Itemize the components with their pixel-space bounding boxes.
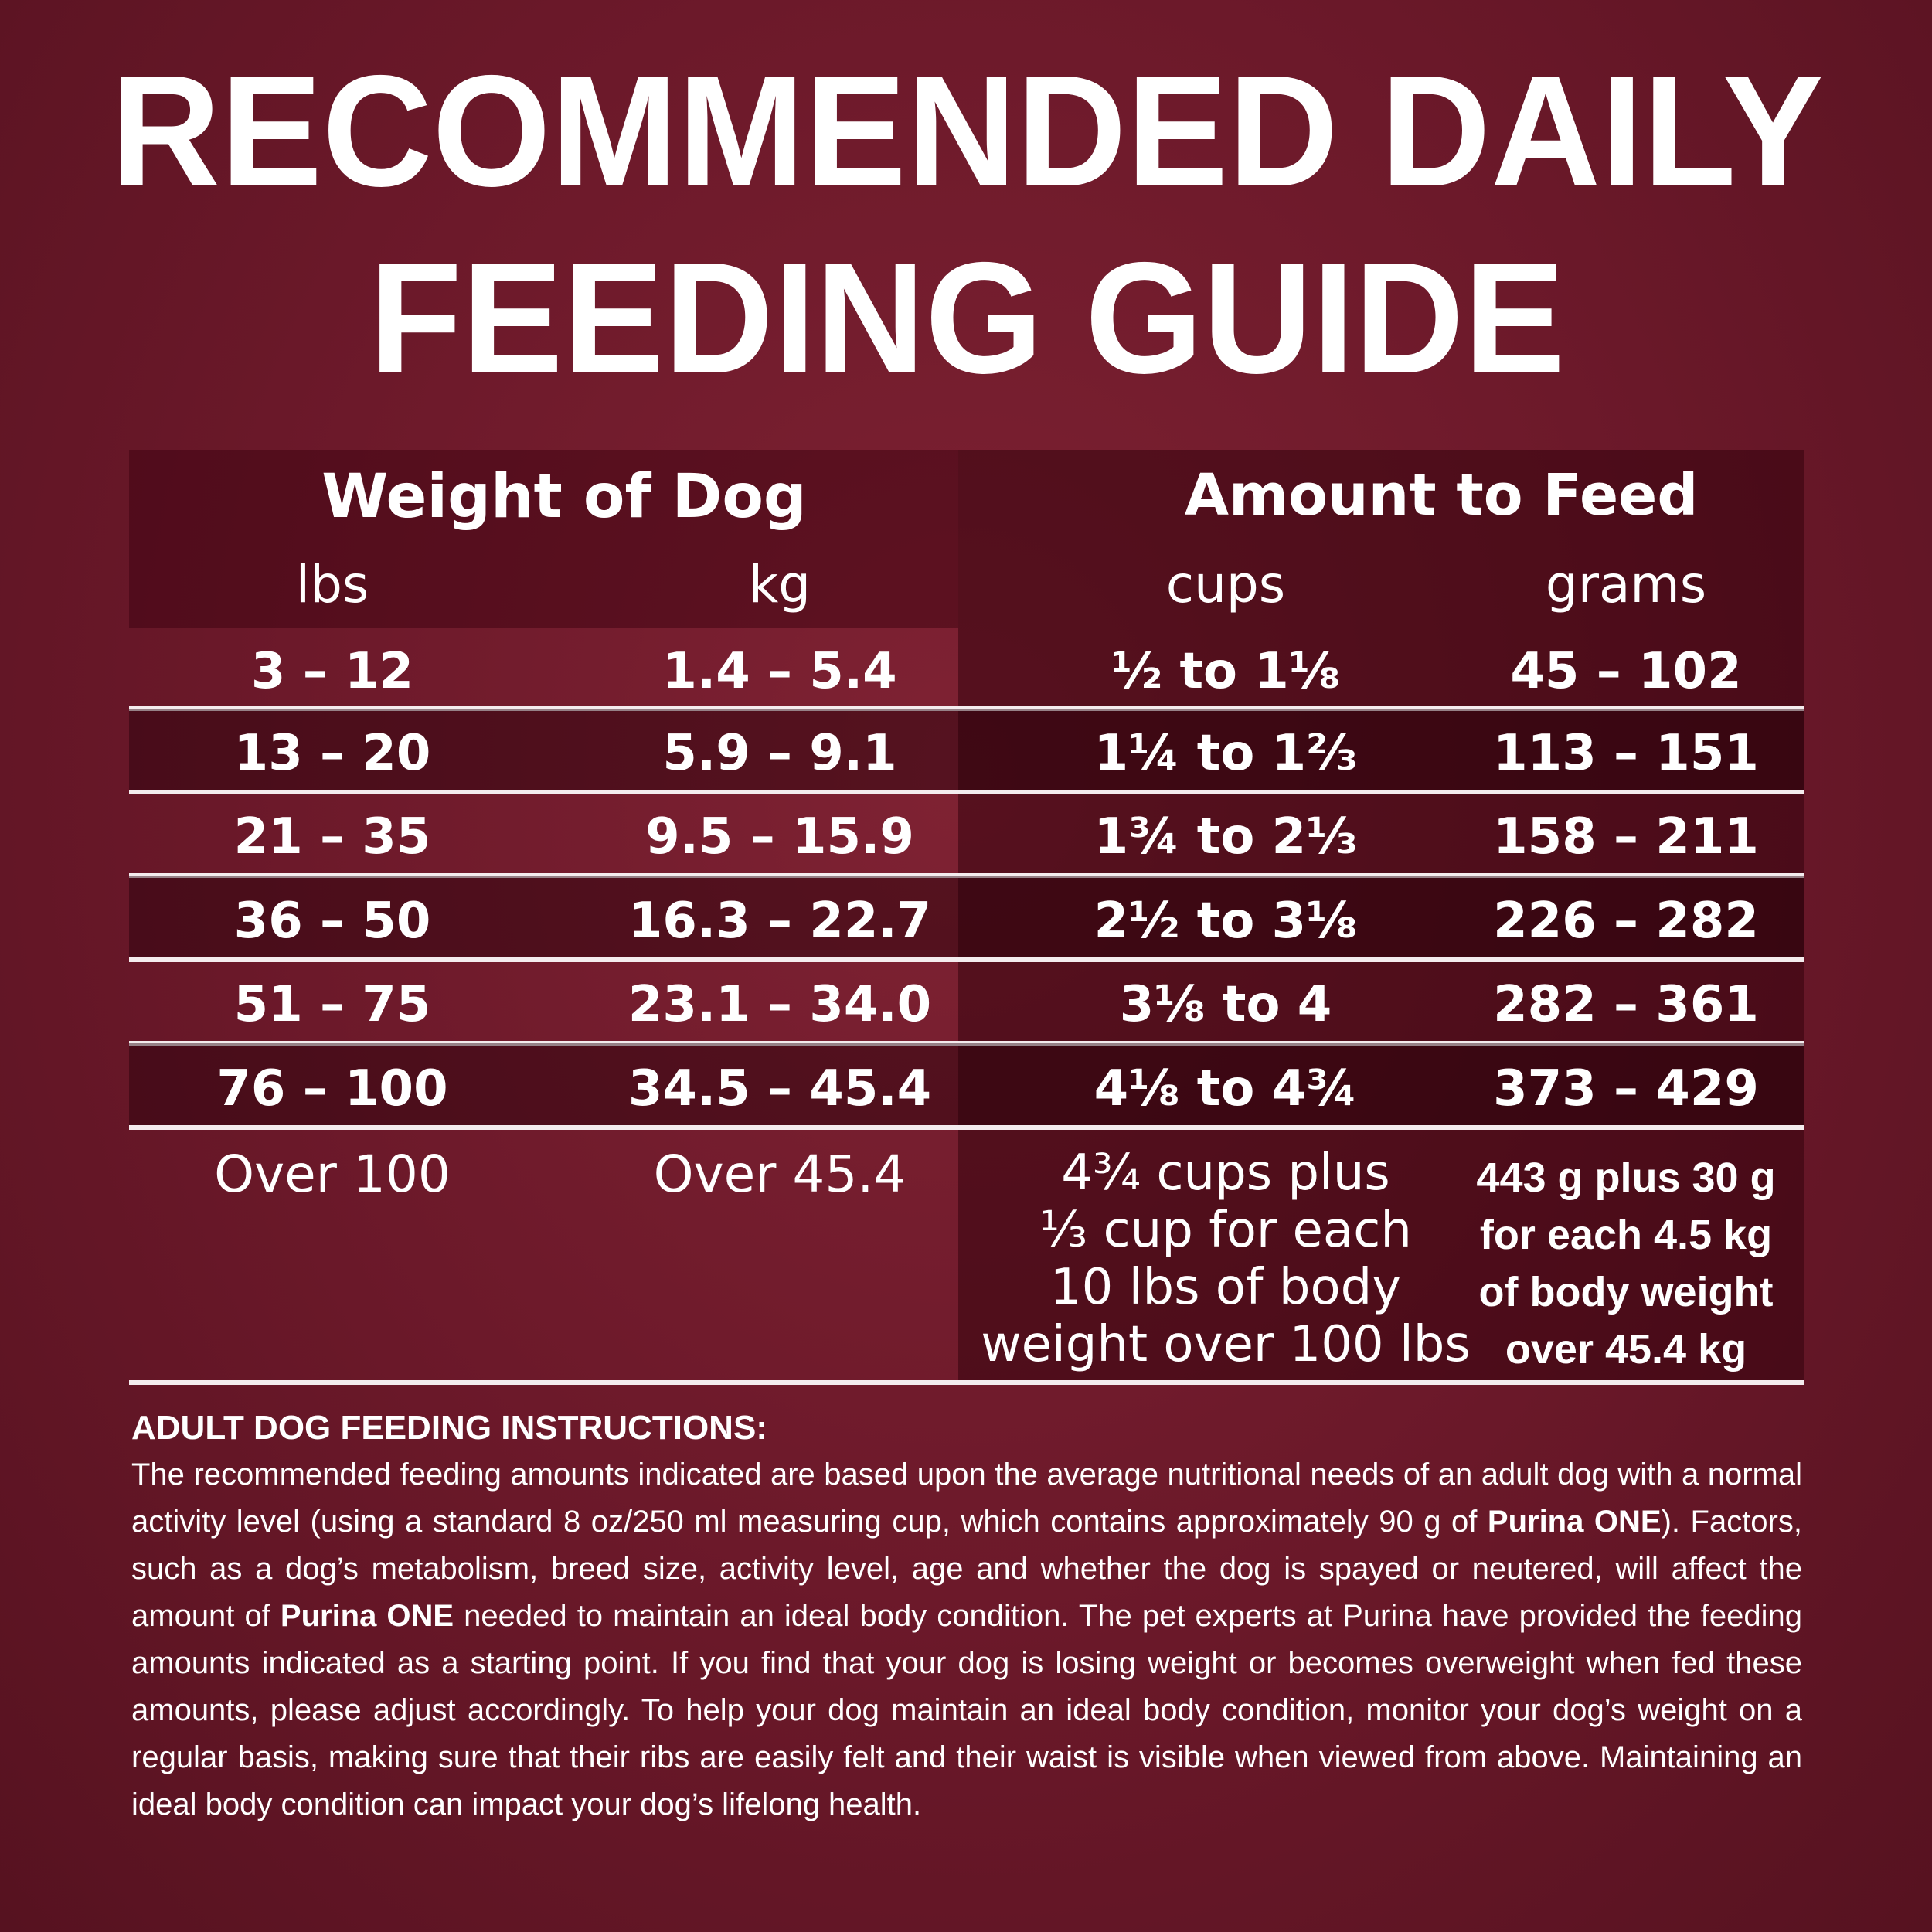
group-header: Amount to Feed <box>1184 462 1699 529</box>
table-cell: 23.1 – 34.0 <box>628 976 932 1033</box>
row-divider <box>129 706 1804 711</box>
table-cell: 45 – 102 <box>1510 643 1742 700</box>
table-cell: 9.5 – 15.9 <box>645 808 914 866</box>
title-line: RECOMMENDED DAILY <box>111 43 1824 219</box>
title: RECOMMENDED DAILY FEEDING GUIDE <box>111 43 1824 406</box>
row-band <box>129 876 1804 960</box>
table-cell: 4¾ cups plus ⅓ cup for each 10 lbs of body… <box>955 1145 1496 1373</box>
cell-line: 10 lbs of body <box>1049 1259 1402 1316</box>
table-cell: 5.9 – 9.1 <box>662 725 897 782</box>
table-cell: 1.4 – 5.4 <box>662 643 897 700</box>
table-cell: Over 100 <box>214 1145 451 1204</box>
title-line: FEEDING GUIDE <box>369 230 1565 406</box>
cell-line: for each 4.5 kg <box>1479 1212 1773 1258</box>
instructions-text: Purina ONE <box>1487 1505 1662 1539</box>
table-cell: 2½ to 3⅛ <box>1094 892 1358 950</box>
row-divider <box>129 790 1804 794</box>
table-cell: 36 – 50 <box>233 892 431 950</box>
row-divider <box>129 1041 1804 1046</box>
table-cell: 282 – 361 <box>1493 976 1759 1033</box>
instructions-text: needed to maintain an ideal body conditi… <box>131 1599 1802 1821</box>
table-cell: Over 45.4 <box>653 1145 906 1204</box>
table-bottom-line <box>129 1380 1804 1385</box>
instructions-heading: ADULT DOG FEEDING INSTRUCTIONS: <box>131 1409 767 1447</box>
table-cell: 373 – 429 <box>1493 1060 1759 1117</box>
column-header: lbs <box>295 555 369 614</box>
group-header: Weight of Dog <box>321 462 807 532</box>
column-header: grams <box>1545 555 1707 614</box>
instructions-text: Purina ONE <box>280 1599 454 1633</box>
instructions-text: The recommended feeding amounts indicate… <box>131 1458 1802 1539</box>
instructions-body: The recommended feeding amounts indicate… <box>131 1451 1802 1828</box>
amount-band <box>958 450 1804 1383</box>
table-cell: 76 – 100 <box>216 1060 448 1117</box>
column-header: cups <box>1165 555 1286 614</box>
table-cell: 34.5 – 45.4 <box>628 1060 932 1117</box>
row-band <box>129 709 1804 792</box>
table-cell: 443 g plus 30 g for each 4.5 kg of body we… <box>1355 1149 1896 1378</box>
row-divider <box>129 873 1804 878</box>
table-cell: 21 – 35 <box>233 808 431 866</box>
row-band <box>129 1043 1804 1128</box>
instructions-text: ). Factors, such as a dog’s metabolism, … <box>131 1505 1802 1633</box>
instructions: ADULT DOG FEEDING INSTRUCTIONS: The reco… <box>131 1405 1802 1828</box>
table-cell: 226 – 282 <box>1493 892 1759 950</box>
table-cell: 4⅛ to 4¾ <box>1094 1060 1358 1117</box>
cell-line: 443 g plus 30 g <box>1476 1155 1776 1201</box>
table-cell: 1¾ to 2⅓ <box>1094 808 1358 866</box>
table-cell: 1¼ to 1⅔ <box>1094 725 1358 782</box>
table-cell: 113 – 151 <box>1493 725 1759 782</box>
row-divider <box>129 1125 1804 1130</box>
cell-line: over 45.4 kg <box>1505 1326 1747 1372</box>
column-header: kg <box>748 555 811 614</box>
table-cell: 158 – 211 <box>1493 808 1759 866</box>
table-cell: 3⅛ to 4 <box>1119 976 1332 1033</box>
row-divider <box>129 957 1804 962</box>
cell-line: weight over 100 lbs <box>981 1316 1471 1373</box>
header-band <box>129 450 958 628</box>
cell-line: of body weight <box>1478 1269 1774 1315</box>
cell-line: 4¾ cups plus <box>1061 1145 1390 1202</box>
table-cell: 3 – 12 <box>250 643 414 700</box>
table-cell: 16.3 – 22.7 <box>628 892 932 950</box>
table-cell: 51 – 75 <box>233 976 431 1033</box>
table-cell: 13 – 20 <box>233 725 431 782</box>
cell-line: ⅓ cup for each <box>1039 1202 1412 1259</box>
table-cell: ½ to 1⅛ <box>1111 643 1341 700</box>
